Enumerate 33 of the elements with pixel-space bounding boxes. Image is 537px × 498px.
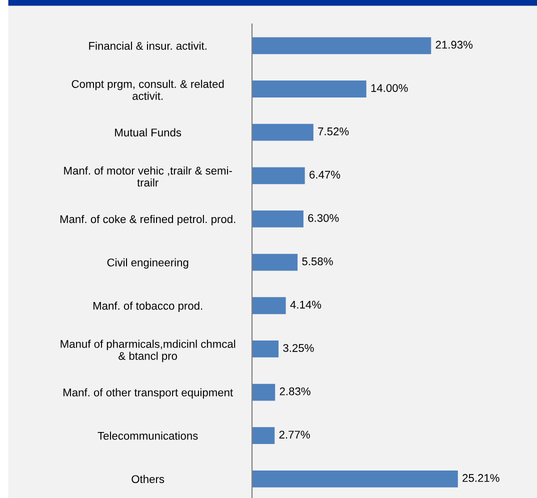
data-label: 2.83%	[280, 387, 310, 396]
bar	[252, 384, 276, 401]
data-label: 14.00%	[371, 84, 408, 92]
data-label: 6.30%	[308, 214, 339, 222]
bar	[252, 124, 314, 141]
data-label: 21.93%	[436, 40, 473, 49]
bar	[252, 254, 298, 271]
bar	[252, 210, 304, 228]
y-tick-label: Manuf of pharmicals,mdicinl chmcal & btancl pro	[60, 340, 236, 362]
data-label: 6.47%	[310, 170, 340, 179]
y-tick-label: Financial & insur. activit.	[89, 42, 206, 50]
y-tick-label: Manf. of other transport equipment	[64, 388, 233, 399]
y-tick-label: Manf. of tobacco prod.	[93, 302, 202, 312]
y-tick-label: Manf. of coke & refined petrol. prod.	[60, 214, 236, 226]
y-tick-label: Mutual Funds	[115, 128, 182, 136]
y-tick-label: Civil engineering	[107, 258, 188, 269]
y-tick-label: Telecommunications	[98, 432, 198, 440]
data-label: 25.21%	[462, 474, 500, 482]
bar	[252, 470, 458, 488]
bar	[252, 340, 279, 358]
bar	[252, 167, 305, 184]
bar	[252, 80, 366, 98]
y-tick-label: Others	[132, 474, 164, 484]
data-label: 5.58%	[302, 257, 333, 266]
data-label: 7.52%	[318, 127, 349, 136]
bar	[252, 427, 275, 444]
data-label: 2.77%	[279, 430, 310, 439]
y-tick-label: Compt prgm, consult. & related activit.	[72, 80, 224, 100]
bar	[252, 297, 286, 314]
data-label: 4.14%	[290, 300, 322, 309]
data-label: 3.25%	[283, 344, 314, 352]
bar	[252, 37, 432, 54]
y-tick-label: Manf. of motor vehic ,trailr & semi- trailr	[64, 166, 232, 187]
